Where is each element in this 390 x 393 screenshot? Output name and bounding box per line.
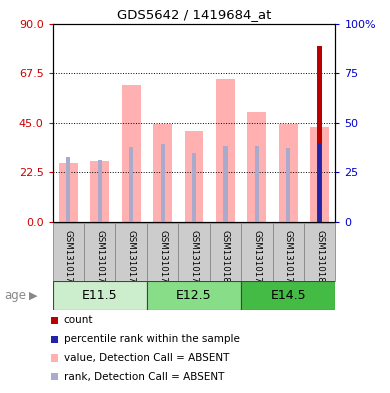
Bar xyxy=(53,281,147,310)
Text: count: count xyxy=(64,315,93,325)
Bar xyxy=(178,223,210,281)
Text: GSM1310175: GSM1310175 xyxy=(252,230,261,288)
Bar xyxy=(147,281,241,310)
Bar xyxy=(129,147,133,222)
Bar xyxy=(304,223,335,281)
Bar xyxy=(310,127,329,222)
Bar xyxy=(98,160,102,222)
Bar xyxy=(161,144,165,222)
Bar xyxy=(317,46,322,222)
Text: GSM1310181: GSM1310181 xyxy=(315,230,324,288)
Text: GSM1310178: GSM1310178 xyxy=(284,230,293,288)
Bar xyxy=(286,148,290,222)
Text: percentile rank within the sample: percentile rank within the sample xyxy=(64,334,239,344)
Bar xyxy=(122,85,141,222)
Text: value, Detection Call = ABSENT: value, Detection Call = ABSENT xyxy=(64,353,229,363)
Bar xyxy=(216,79,235,222)
Text: GSM1310176: GSM1310176 xyxy=(95,230,104,288)
Bar xyxy=(247,112,266,222)
Bar xyxy=(317,143,322,222)
Text: GSM1310177: GSM1310177 xyxy=(190,230,199,288)
Bar xyxy=(66,156,71,222)
Bar xyxy=(192,152,196,222)
Text: age: age xyxy=(4,289,26,302)
Bar xyxy=(153,124,172,222)
Text: E14.5: E14.5 xyxy=(270,289,306,302)
Bar xyxy=(210,223,241,281)
Text: GSM1310174: GSM1310174 xyxy=(158,230,167,288)
Text: E11.5: E11.5 xyxy=(82,289,118,302)
Bar xyxy=(184,130,204,222)
Text: GSM1310173: GSM1310173 xyxy=(64,230,73,288)
Bar xyxy=(90,162,109,222)
Bar xyxy=(59,163,78,222)
Bar xyxy=(318,143,321,222)
Bar xyxy=(241,223,273,281)
Text: GSM1310179: GSM1310179 xyxy=(127,230,136,288)
Bar xyxy=(223,146,227,222)
Bar xyxy=(147,223,178,281)
Bar xyxy=(53,223,84,281)
Bar xyxy=(115,223,147,281)
Text: rank, Detection Call = ABSENT: rank, Detection Call = ABSENT xyxy=(64,372,224,382)
Text: ▶: ▶ xyxy=(29,290,38,301)
Text: GSM1310180: GSM1310180 xyxy=(221,230,230,288)
Text: E12.5: E12.5 xyxy=(176,289,212,302)
Bar xyxy=(279,124,298,222)
Bar xyxy=(84,223,115,281)
Bar xyxy=(255,146,259,222)
Bar xyxy=(241,281,335,310)
Bar xyxy=(273,223,304,281)
Title: GDS5642 / 1419684_at: GDS5642 / 1419684_at xyxy=(117,8,271,21)
